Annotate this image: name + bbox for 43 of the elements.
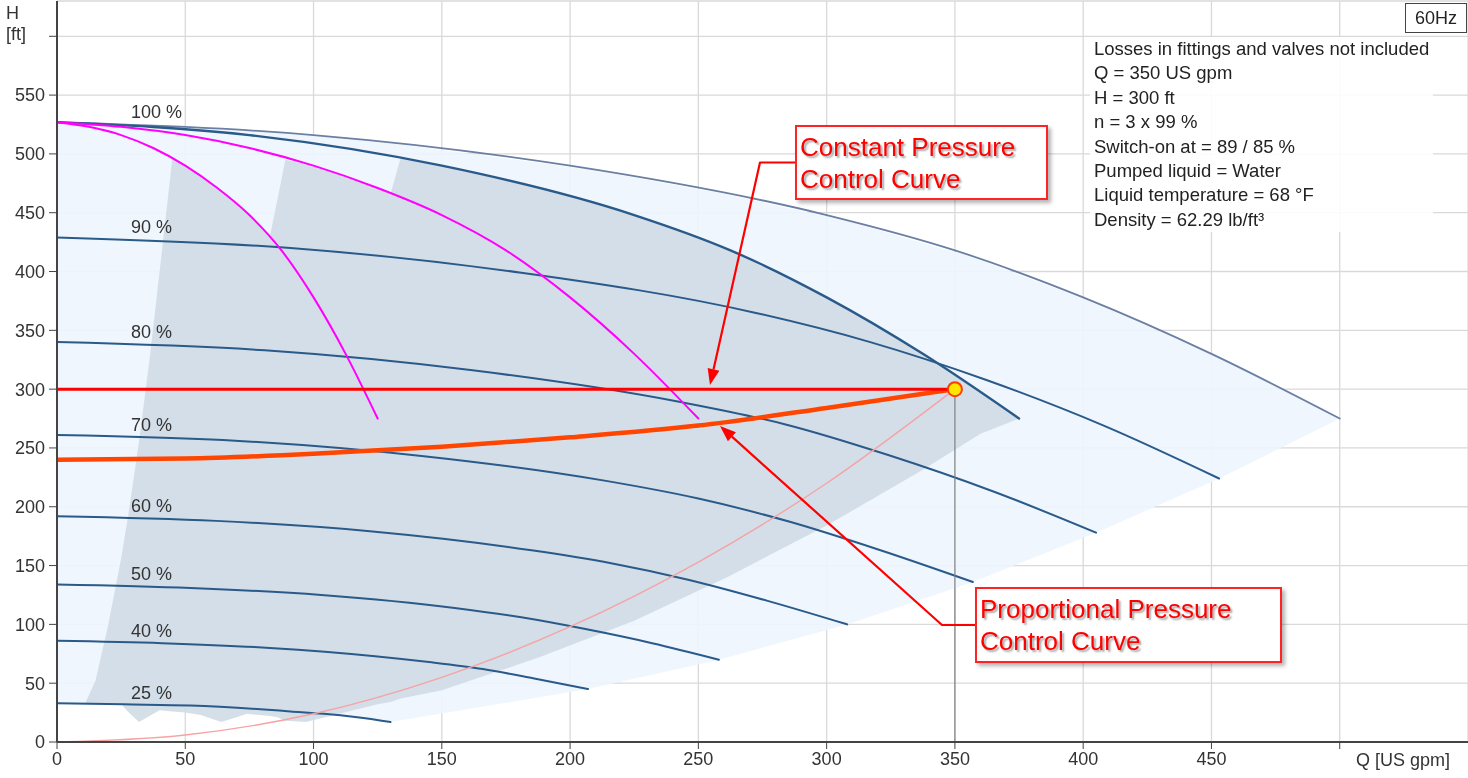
x-tick-label: 150 <box>426 748 457 769</box>
series-label: 40 % <box>131 620 173 641</box>
y-tick-label: 500 <box>14 144 45 165</box>
annotation: Constant Pressure Control Curve <box>795 125 1048 200</box>
y-tick-label: 300 <box>14 379 45 400</box>
y-tick-label: 100 <box>14 614 45 635</box>
series-label: 60 % <box>131 496 173 517</box>
y-tick-label: 400 <box>14 261 45 282</box>
y-tick-label: 0 <box>34 732 45 753</box>
series-label: 90 % <box>131 217 173 238</box>
x-tick-label: 350 <box>939 748 970 769</box>
y-tick-label: 200 <box>14 497 45 518</box>
series-label: 70 % <box>131 415 173 436</box>
y-tick-label: 350 <box>14 320 45 341</box>
annotation: Pumped liquid = Water <box>1094 159 1282 184</box>
annotation: Proportional Pressure Control Curve <box>975 587 1282 663</box>
x-tick-label: 400 <box>1068 748 1099 769</box>
x-tick-label: 450 <box>1196 748 1227 769</box>
series-label: 100 % <box>131 102 183 123</box>
x-tick-label: 200 <box>555 748 586 769</box>
x-tick-label: 250 <box>683 748 714 769</box>
annotation: H = 300 ft <box>1094 85 1176 110</box>
x-tick-label: 100 <box>298 748 329 769</box>
x-tick-label: 300 <box>811 748 842 769</box>
series-label: 50 % <box>131 564 173 585</box>
annotation: Liquid temperature = 68 °F <box>1094 183 1315 208</box>
y-tick-label: 450 <box>14 203 45 224</box>
annotation: Q = 350 US gpm <box>1094 61 1234 86</box>
y-tick-label: 550 <box>14 85 45 106</box>
annotation: n = 3 x 99 % <box>1094 110 1199 135</box>
y-axis-title: H [ft] <box>6 3 27 45</box>
x-axis-title: Q [US gpm] <box>1356 749 1451 772</box>
series-label: 25 % <box>131 683 173 704</box>
chart-title: 60Hz <box>1404 3 1467 33</box>
y-tick-label: 50 <box>24 673 45 694</box>
annotation: Density = 62.29 lb/ft³ <box>1094 207 1266 232</box>
series-label: 80 % <box>131 322 173 343</box>
y-tick-label: 250 <box>14 438 45 459</box>
x-tick-label: 50 <box>175 748 196 769</box>
x-tick-label: 0 <box>51 748 63 769</box>
y-tick-label: 150 <box>14 555 45 576</box>
annotation: Losses in fittings and valves not included <box>1094 37 1430 61</box>
annotation: Switch-on at = 89 / 85 % <box>1094 134 1297 159</box>
